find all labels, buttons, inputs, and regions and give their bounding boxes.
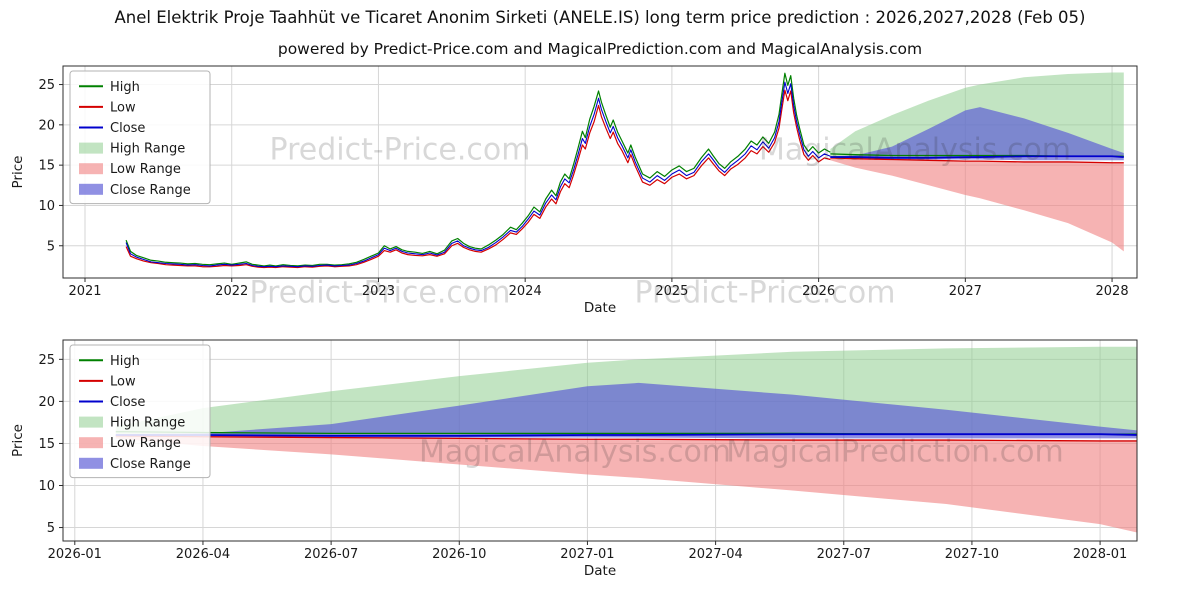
legend-swatch-close_range — [79, 183, 103, 195]
x-tick-label: 2026-01 — [48, 547, 102, 562]
plot-border — [62, 65, 1138, 279]
y-tick-label: 20 — [38, 118, 55, 133]
series-high-history — [125, 72, 831, 267]
x-axis-label: Date — [584, 300, 616, 316]
legend-label: Close — [110, 395, 145, 410]
legend-swatch-low_range — [79, 437, 103, 449]
band-close-range — [115, 382, 1137, 439]
series-low-history — [125, 89, 831, 269]
x-tick-label: 2026 — [802, 284, 835, 299]
x-tick-label: 2028 — [1096, 284, 1129, 299]
legend-swatch-high_range — [79, 416, 103, 428]
page-subtitle: powered by Predict-Price.com and Magical… — [277, 40, 923, 58]
band-low-range — [830, 157, 1124, 252]
series-close-history — [125, 81, 831, 268]
legend-label: High Range — [110, 142, 185, 157]
chart-top: 2021 2022 2023 2024 2025 2026 2027 202851015202… — [10, 65, 1138, 316]
y-tick-label: 15 — [38, 437, 55, 452]
x-tick-label: 2026-07 — [304, 547, 358, 562]
y-tick-label: 15 — [38, 159, 55, 174]
legend-box — [69, 70, 211, 205]
legend: High Low Close High Range Low Range Close Ran… — [69, 70, 211, 205]
legend-swatch-low_range — [79, 163, 103, 175]
legend-label: Low Range — [110, 436, 181, 451]
x-tick-label: 2028-01 — [1073, 547, 1127, 562]
band-close-range — [830, 107, 1124, 161]
y-tick-label: 5 — [47, 239, 55, 254]
legend-label: High Range — [110, 416, 185, 431]
x-tick-label: 2027-04 — [688, 547, 742, 562]
x-tick-label: 2027-01 — [560, 547, 614, 562]
legend-label: Low — [110, 374, 136, 389]
x-tick-label: 2027-07 — [817, 547, 871, 562]
series-close-forecast — [115, 433, 1137, 437]
series-low-forecast — [830, 157, 1124, 164]
x-tick-label: 2027 — [949, 284, 982, 299]
legend: High Low Close High Range Low Range Close Ran… — [69, 344, 211, 479]
x-tick-label: 2026-04 — [176, 547, 230, 562]
x-tick-label: 2025 — [655, 284, 688, 299]
y-tick-label: 20 — [38, 395, 55, 410]
series-low-forecast — [115, 435, 1137, 442]
legend-swatch-close_range — [79, 457, 103, 469]
series-layer — [125, 72, 1124, 269]
y-tick-label: 25 — [38, 353, 55, 368]
band-low-range — [115, 435, 1137, 533]
chart-bottom: 2026-01 2026-04 2026-07 2026-10 2027-01 2027-… — [10, 339, 1138, 579]
legend-label: Close — [110, 121, 145, 136]
y-tick-label: 10 — [38, 199, 55, 214]
x-axis-label: Date — [584, 563, 616, 579]
x-tick-label: 2023 — [362, 284, 395, 299]
x-tick-label: 2027-10 — [945, 547, 999, 562]
series-close-forecast — [830, 155, 1124, 159]
legend-label: Close Range — [110, 457, 191, 472]
y-axis-label: Price — [10, 424, 26, 457]
series-layer — [115, 346, 1137, 533]
y-axis-label: Price — [10, 156, 26, 189]
legend-label: Low Range — [110, 162, 181, 177]
y-tick-label: 5 — [47, 521, 55, 536]
x-tick-label: 2024 — [509, 284, 542, 299]
legend-label: Low — [110, 100, 136, 115]
y-tick-label: 25 — [38, 78, 55, 93]
x-tick-label: 2026-10 — [432, 547, 486, 562]
x-tick-label: 2022 — [215, 284, 248, 299]
plot-border — [62, 339, 1138, 542]
y-tick-label: 10 — [38, 479, 55, 494]
legend-label: High — [110, 80, 140, 95]
legend-label: High — [110, 354, 140, 369]
legend-box — [69, 344, 211, 479]
legend-swatch-high_range — [79, 142, 103, 154]
legend-label: Close Range — [110, 183, 191, 198]
page-title: Anel Elektrik Proje Taahhüt ve Ticaret A… — [114, 8, 1086, 27]
x-tick-label: 2021 — [68, 284, 101, 299]
